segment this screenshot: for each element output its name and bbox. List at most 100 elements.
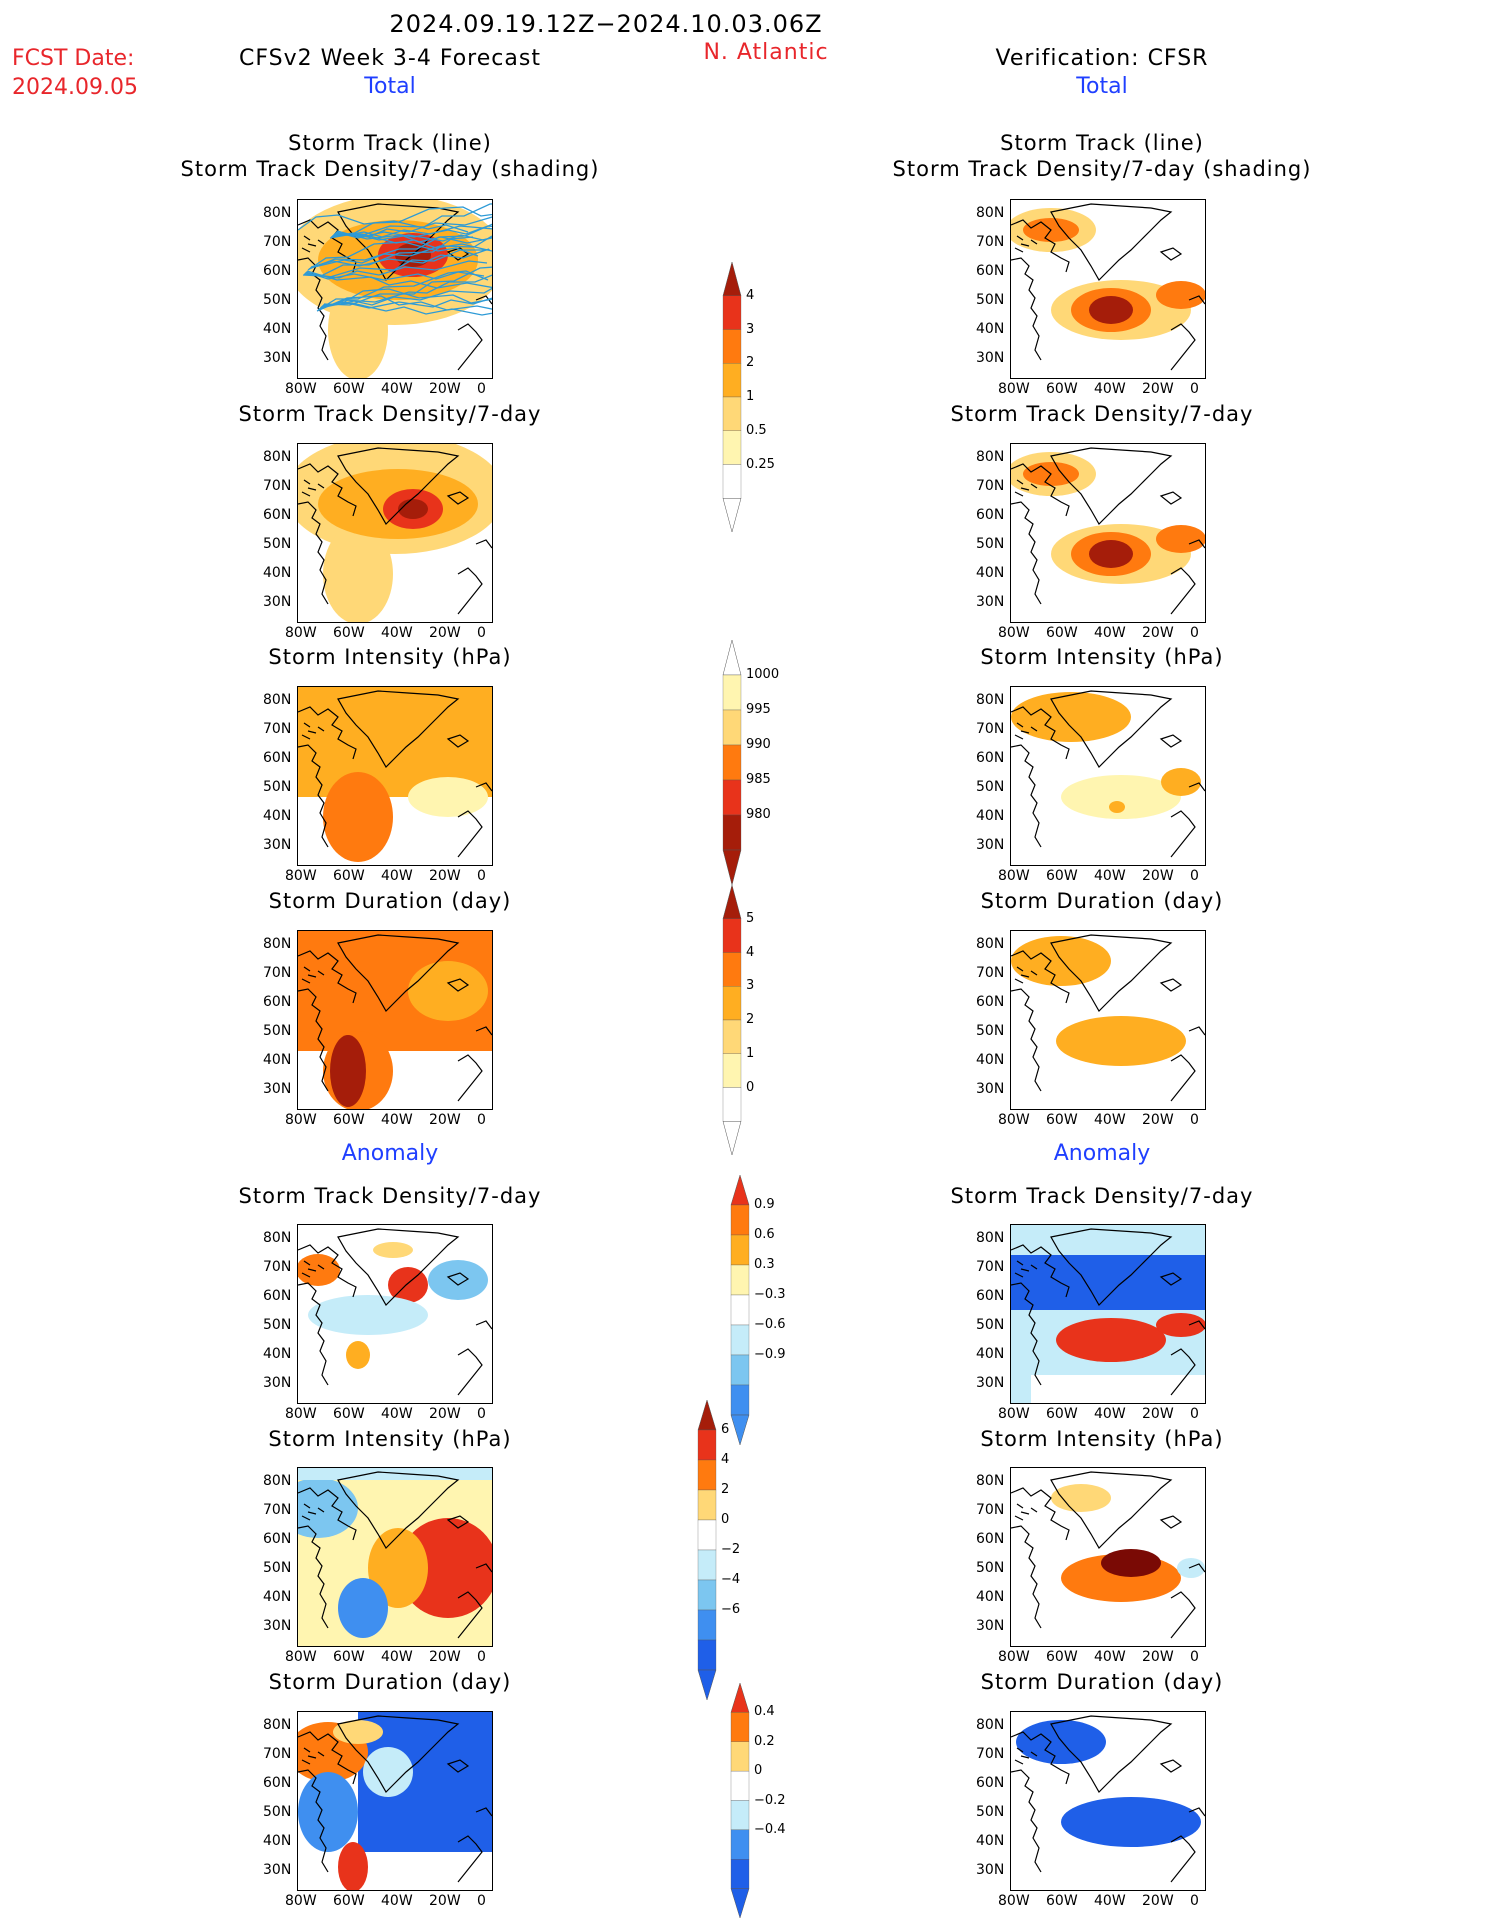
- coastline-5: [475, 1320, 492, 1330]
- core: [1089, 296, 1133, 324]
- lat-tick-label: 40N: [263, 1052, 292, 1068]
- panel-title-track-shading-left: Storm Track Density/7-day (shading): [180, 157, 600, 181]
- lat-tick-label: 60N: [263, 994, 292, 1010]
- coastline-1: [1011, 1769, 1042, 1873]
- shade: [1011, 936, 1111, 986]
- coastline-0: [1011, 1731, 1070, 1785]
- lat-tick-label: 70N: [263, 1259, 292, 1275]
- lat-tick-label: 50N: [976, 292, 1005, 308]
- lat-tick-label: 60N: [976, 1531, 1005, 1547]
- fcst-date-value: 2024.09.05: [12, 75, 138, 100]
- lon-tick-label: 0: [477, 1406, 486, 1422]
- core: [330, 1035, 366, 1107]
- lat-tick-label: 60N: [263, 1531, 292, 1547]
- lat-tick-label: 50N: [976, 1560, 1005, 1576]
- lat-tick-label: 80N: [263, 449, 292, 465]
- coastline-0: [298, 950, 357, 1004]
- coastline-3: [1159, 1759, 1183, 1773]
- shade2: [1056, 1016, 1186, 1066]
- lat-tick-label: 70N: [976, 1502, 1005, 1518]
- coastline-5: [1188, 1807, 1205, 1817]
- lat-tick-label: 60N: [263, 1288, 292, 1304]
- map-intensity-anom-right: [1010, 1467, 1206, 1647]
- lat-tick-label: 30N: [976, 1375, 1005, 1391]
- lat-tick-label: 40N: [976, 565, 1005, 581]
- colorbar-duration-total-label: 5: [746, 910, 755, 926]
- colorbar-density-anom: [730, 1174, 750, 1451]
- lat-tick-label: 30N: [263, 350, 292, 366]
- coastline-5: [1188, 1563, 1205, 1573]
- lat-tick-label: 70N: [263, 1746, 292, 1762]
- map-intensity-left: [297, 686, 493, 866]
- lon-tick-label: 0: [477, 1112, 486, 1128]
- coastline-4: [1170, 1348, 1196, 1396]
- lat-tick-label: 60N: [263, 507, 292, 523]
- lon-tick-label: 40W: [1094, 1112, 1126, 1128]
- section-anomaly-left: Anomaly: [341, 1141, 439, 1166]
- coastline-3: [446, 1272, 470, 1286]
- lon-tick-label: 80W: [998, 1893, 1030, 1909]
- coastline-2: [1050, 447, 1173, 525]
- map-track-right: [1010, 199, 1206, 379]
- lat-tick-label: 30N: [263, 837, 292, 853]
- colorbar-duration-anom-label: 0.4: [754, 1704, 775, 1720]
- colorbar-intensity-anom-label: 0: [721, 1512, 730, 1527]
- lon-tick-label: 80W: [285, 1406, 317, 1422]
- coastline-4: [1170, 323, 1196, 371]
- coastline-4: [457, 323, 483, 371]
- lat-tick-label: 50N: [976, 536, 1005, 552]
- coastline-4: [1170, 1054, 1196, 1102]
- colorbar-intensity-anom-label: 6: [721, 1422, 730, 1437]
- lon-tick-label: 20W: [1142, 625, 1174, 641]
- colorbar-density-anom-label: −0.6: [754, 1317, 786, 1332]
- lat-tick-label: 50N: [263, 1804, 292, 1820]
- lat-tick-label: 50N: [263, 292, 292, 308]
- coastline-1: [1011, 257, 1042, 361]
- lat-tick-label: 80N: [976, 936, 1005, 952]
- shade3: [428, 1260, 488, 1300]
- shade5: [363, 1747, 413, 1797]
- coastline-3: [1159, 1272, 1183, 1286]
- lat-tick-label: 40N: [976, 321, 1005, 337]
- lat-tick-label: 50N: [976, 1317, 1005, 1333]
- coastline-4: [457, 810, 483, 858]
- lon-tick-label: 0: [477, 1649, 486, 1665]
- coastline-2: [337, 934, 460, 1012]
- verification-title: Verification: CFSR: [995, 46, 1209, 71]
- coastline-2: [337, 1471, 460, 1549]
- lon-tick-label: 60W: [1046, 1649, 1078, 1665]
- shade3: [298, 1772, 358, 1852]
- colorbar-intensity-anom-label: 2: [721, 1482, 730, 1497]
- coastline-6: [301, 1747, 325, 1765]
- lon-tick-label: 40W: [1094, 1649, 1126, 1665]
- colorbar-duration-anom-label: −0.2: [754, 1792, 786, 1808]
- coastline-5: [1188, 539, 1205, 549]
- lat-tick-label: 50N: [263, 779, 292, 795]
- coastline-5: [1188, 782, 1205, 792]
- map-density-anom-left: [297, 1224, 493, 1404]
- coastline-0: [298, 463, 357, 517]
- colorbar-duration-total-label: 3: [746, 978, 755, 994]
- lat-tick-label: 50N: [263, 1560, 292, 1576]
- colorbar-duration-total-label: 4: [746, 944, 755, 960]
- colorbar-intensity-total-label: 1000: [746, 667, 780, 682]
- lat-tick-label: 40N: [976, 1052, 1005, 1068]
- coastline-2: [1050, 690, 1173, 768]
- lat-tick-label: 80N: [263, 1473, 292, 1489]
- shade6: [298, 1468, 492, 1480]
- coastline-4: [457, 1835, 483, 1883]
- storm-track-lines: [298, 203, 492, 316]
- lon-tick-label: 80W: [285, 1893, 317, 1909]
- coastline-6: [301, 722, 325, 740]
- lat-tick-label: 40N: [976, 808, 1005, 824]
- panel-title-intensity-left: Storm Intensity (hPa): [268, 645, 512, 669]
- panel-title-density-anom-right: Storm Track Density/7-day: [950, 1184, 1254, 1208]
- shade3: [408, 961, 488, 1021]
- coastline-2: [337, 1228, 460, 1306]
- coastline-1: [1011, 988, 1042, 1092]
- shade3: [1161, 768, 1201, 796]
- coastline-6: [1014, 479, 1038, 497]
- panel-title-duration-anom-left: Storm Duration (day): [268, 1670, 512, 1694]
- lat-tick-label: 70N: [263, 1502, 292, 1518]
- coastline-1: [298, 988, 329, 1092]
